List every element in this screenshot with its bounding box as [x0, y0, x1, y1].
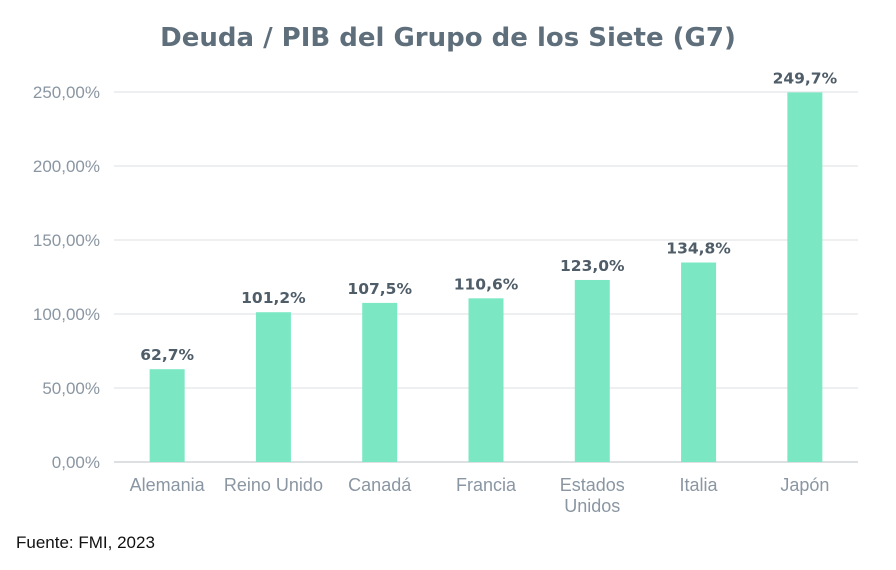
x-tick-label-line: Italia: [680, 475, 719, 495]
bar: [255, 312, 291, 462]
x-tick-label-line: Francia: [456, 475, 517, 495]
bar: [681, 262, 717, 462]
bars: [149, 92, 823, 462]
y-tick-label: 200,00%: [33, 157, 100, 176]
bar: [149, 369, 185, 462]
y-tick-label: 250,00%: [33, 83, 100, 102]
x-tick-label: Reino Unido: [224, 475, 323, 495]
bar: [574, 279, 610, 462]
bar-chart: Deuda / PIB del Grupo de los Siete (G7) …: [33, 23, 858, 516]
y-axis-ticks: 0,00% 50,00% 100,00% 150,00% 200,00% 250,00%: [33, 83, 100, 472]
x-tick-label-line: Alemania: [130, 475, 206, 495]
y-tick-label: 0,00%: [52, 453, 100, 472]
data-label: 101,2%: [241, 289, 306, 307]
data-label: 110,6%: [454, 275, 519, 293]
data-labels: 62,7% 101,2% 107,5% 110,6% 123,0% 134,8% 249,7…: [140, 69, 837, 364]
x-tick-label-line: Reino Unido: [224, 475, 323, 495]
bar: [468, 298, 504, 462]
chart-title: Deuda / PIB del Grupo de los Siete (G7): [160, 23, 736, 53]
data-label: 62,7%: [140, 346, 194, 364]
x-tick-label-line: Canadá: [348, 475, 412, 495]
x-tick-label: Italia: [680, 475, 719, 495]
x-axis-ticks: Alemania Reino Unido Canadá Francia Estados U…: [130, 475, 830, 516]
data-label: 107,5%: [347, 280, 412, 298]
x-tick-label: Estados Unidos: [560, 475, 625, 516]
x-tick-label-line: Japón: [780, 475, 829, 495]
bar: [787, 92, 823, 462]
y-tick-label: 100,00%: [33, 305, 100, 324]
x-tick-label: Francia: [456, 475, 517, 495]
bar: [362, 302, 398, 462]
data-label: 134,8%: [666, 239, 731, 257]
source-note: Fuente: FMI, 2023: [16, 533, 155, 552]
y-tick-label: 150,00%: [33, 231, 100, 250]
data-label: 249,7%: [773, 69, 838, 87]
x-tick-label-line: Unidos: [564, 496, 620, 516]
x-tick-label-line: Estados: [560, 475, 625, 495]
x-tick-label: Canadá: [348, 475, 412, 495]
x-tick-label: Alemania: [130, 475, 206, 495]
x-tick-label: Japón: [780, 475, 829, 495]
data-label: 123,0%: [560, 257, 625, 275]
y-tick-label: 50,00%: [42, 379, 100, 398]
